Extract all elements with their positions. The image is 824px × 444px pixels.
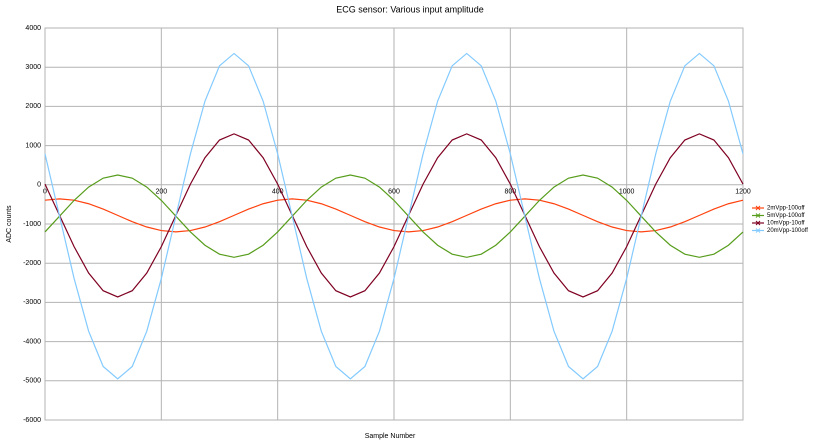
x-tick-label: 1000 (619, 189, 635, 196)
y-tick-label: -1000 (23, 221, 41, 228)
series-line (44, 198, 744, 233)
chart-title: ECG sensor: Various input amplitude (336, 4, 483, 14)
y-axis-title: ADC counts (6, 205, 13, 243)
legend-label: 5mVpp-100off (767, 213, 805, 219)
y-tick-label: -5000 (23, 378, 41, 385)
x-tick-label: 600 (388, 189, 400, 196)
x-tick-label: 400 (272, 189, 284, 196)
legend-marker (755, 205, 761, 211)
y-tick-label: -2000 (23, 260, 41, 267)
y-tick-label: 0 (37, 182, 41, 189)
y-tick-label: -4000 (23, 338, 41, 345)
y-tick-label: 3000 (25, 64, 41, 71)
x-tick-label: 200 (155, 189, 167, 196)
y-tick-label: 1000 (25, 142, 41, 149)
series-line (44, 52, 744, 380)
legend-label: 10mVpp-10off (767, 221, 805, 227)
legend-marker (755, 228, 761, 233)
legend-label: 2mVpp-100off (767, 206, 805, 212)
y-tick-label: 4000 (25, 25, 41, 32)
x-tick-label: 800 (504, 189, 516, 196)
series-line (44, 174, 744, 258)
y-tick-label: -3000 (23, 299, 41, 306)
plot-frame (44, 27, 744, 421)
legend-marker (755, 220, 761, 226)
y-tick-label: -6000 (23, 417, 41, 424)
legend-marker (755, 213, 761, 218)
y-tick-label: 2000 (25, 103, 41, 110)
x-axis-title: Sample Number (365, 433, 416, 440)
series-line (44, 133, 744, 298)
legend-label: 20mVpp-100off (767, 228, 808, 234)
